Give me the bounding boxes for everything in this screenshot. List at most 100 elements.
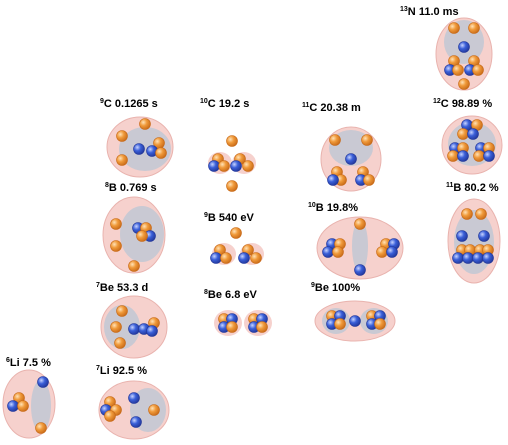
- nucleon-cluster: [31, 380, 51, 432]
- proton: [448, 22, 460, 34]
- proton: [148, 404, 160, 416]
- nucleus-b9: [210, 227, 264, 265]
- neutron: [478, 230, 490, 242]
- proton: [354, 218, 366, 230]
- label-c12: 12C 98.89 %: [433, 98, 493, 110]
- proton: [332, 246, 344, 258]
- neutron: [146, 325, 158, 337]
- nucleon-cluster: [352, 220, 368, 272]
- proton: [329, 134, 341, 146]
- nucleus-be7: [100, 295, 168, 359]
- neutron: [472, 252, 484, 264]
- proton: [116, 305, 128, 317]
- proton: [35, 422, 47, 434]
- proton: [475, 208, 487, 220]
- neutron: [322, 246, 334, 258]
- proton: [104, 410, 116, 422]
- neutron: [7, 400, 19, 412]
- neutron: [37, 376, 49, 388]
- proton: [256, 321, 268, 333]
- proton: [155, 147, 167, 159]
- nucleus-li6: [2, 369, 56, 439]
- nucleus-c10: [208, 135, 256, 192]
- label-c9: 9C 0.1265 s: [100, 98, 158, 110]
- nucleus-c11: [320, 126, 382, 192]
- proton: [452, 64, 464, 76]
- proton: [218, 160, 230, 172]
- neutron: [349, 315, 361, 327]
- label-b8: 8B 0.769 s: [105, 182, 157, 194]
- label-be7: 7Be 53.3 d: [96, 282, 149, 294]
- proton: [230, 227, 242, 239]
- label-c10: 10C 19.2 s: [200, 98, 250, 110]
- neutron: [483, 150, 495, 162]
- neutron: [456, 230, 468, 242]
- label-li7: 7Li 92.5 %: [96, 365, 147, 377]
- proton: [242, 160, 254, 172]
- proton: [361, 134, 373, 146]
- neutron: [210, 252, 222, 264]
- proton: [116, 154, 128, 166]
- nucleon-cluster: [104, 305, 140, 349]
- proton: [473, 150, 485, 162]
- proton: [447, 150, 459, 162]
- proton: [226, 180, 238, 192]
- nucleus-b10: [316, 216, 404, 280]
- proton: [136, 230, 148, 242]
- proton: [458, 78, 470, 90]
- nucleon-cluster: [454, 210, 494, 274]
- nucleus-c12: [441, 115, 503, 175]
- label-b10: 10B 19.8%: [308, 202, 359, 214]
- proton: [17, 400, 29, 412]
- neutron: [327, 174, 339, 186]
- proton: [226, 321, 238, 333]
- neutron: [467, 128, 479, 140]
- proton: [250, 252, 262, 264]
- neutron: [345, 153, 357, 165]
- neutron: [238, 252, 250, 264]
- neutron: [462, 252, 474, 264]
- proton: [226, 135, 238, 147]
- neutron: [128, 323, 140, 335]
- neutron: [133, 143, 145, 155]
- neutron: [386, 246, 398, 258]
- neutron: [128, 392, 140, 404]
- nucleus-b11: [447, 198, 501, 284]
- proton: [139, 118, 151, 130]
- proton: [374, 318, 386, 330]
- label-b11: 11B 80.2 %: [446, 182, 499, 194]
- label-be9: 9Be 100%: [311, 282, 361, 294]
- neutron: [130, 416, 142, 428]
- label-be8: 8Be 6.8 eV: [204, 289, 257, 301]
- proton: [457, 128, 469, 140]
- nucleus-be9: [314, 300, 396, 342]
- proton: [472, 64, 484, 76]
- proton: [220, 252, 232, 264]
- nucleus-be8: [214, 310, 272, 336]
- proton: [461, 208, 473, 220]
- proton: [128, 260, 140, 272]
- neutron: [208, 160, 220, 172]
- nucleus-c9: [106, 116, 174, 178]
- nucleus-n13: [435, 17, 493, 91]
- neutron: [482, 252, 494, 264]
- proton: [110, 321, 122, 333]
- proton: [363, 174, 375, 186]
- proton: [110, 218, 122, 230]
- proton: [468, 22, 480, 34]
- label-b9: 9B 540 eV: [204, 212, 254, 224]
- neutron: [452, 252, 464, 264]
- neutron: [458, 41, 470, 53]
- label-n13: 13N 11.0 ms: [400, 6, 459, 18]
- neutron: [354, 264, 366, 276]
- proton: [114, 337, 126, 349]
- neutron: [457, 150, 469, 162]
- nucleus-b8: [102, 196, 166, 274]
- proton: [334, 318, 346, 330]
- proton: [110, 240, 122, 252]
- proton: [376, 246, 388, 258]
- label-c11: 11C 20.38 m: [302, 102, 361, 114]
- neutron: [230, 160, 242, 172]
- nucleus-li7: [98, 380, 170, 440]
- label-li6: 6Li 7.5 %: [6, 357, 51, 369]
